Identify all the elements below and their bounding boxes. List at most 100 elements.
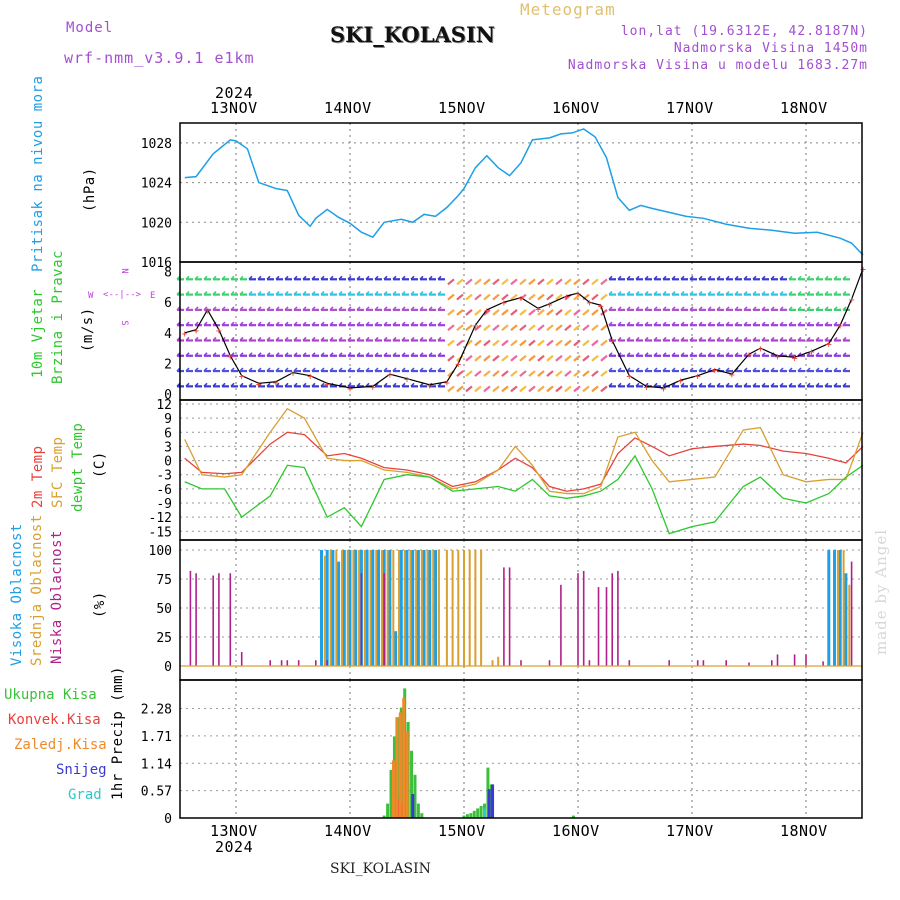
top-date-label: 15NOV	[438, 99, 486, 117]
wind-arrow-head	[555, 341, 560, 347]
wind-gust-mark: +	[826, 340, 832, 351]
wind-arrow-head	[338, 291, 343, 296]
wind-gust-mark: +	[792, 353, 798, 364]
wind-arrow-head	[546, 296, 551, 301]
wind-arrow-head	[707, 306, 712, 311]
wind-arrow-head	[635, 367, 640, 372]
wind-arrow-head	[537, 280, 542, 285]
wind-arrow-head	[230, 275, 235, 280]
wind-arrow-head	[456, 311, 461, 316]
wind-arrow-head	[248, 367, 253, 372]
wind-arrow-head	[392, 275, 397, 280]
wind-arrow-head	[564, 387, 569, 392]
wind-arrow-head	[284, 275, 289, 280]
wind-arrow-head	[248, 291, 253, 296]
wind-arrow-head	[465, 387, 470, 392]
total-precip-bar	[413, 774, 417, 818]
wind-arrow-head	[374, 367, 379, 372]
wind-arrow-head	[428, 321, 433, 326]
wind-arrow-head	[365, 367, 370, 372]
wind-arrow-head	[311, 382, 316, 387]
wind-arrow-head	[770, 291, 775, 296]
temp-tick-label: 9	[164, 412, 172, 427]
wind-gust-mark: +	[347, 384, 353, 395]
wind-gust-mark: +	[860, 265, 866, 276]
wind-arrow-head	[410, 306, 415, 311]
wind-arrow-head	[752, 336, 757, 342]
wind-arrow-head	[185, 382, 190, 387]
wind-arrow-head	[185, 336, 190, 342]
wind-gust-mark: +	[216, 326, 222, 337]
wind-arrow-head	[338, 367, 343, 372]
wind-arrow-head	[635, 352, 640, 357]
wind-arrow-head	[635, 291, 640, 296]
wind-arrow-head	[230, 321, 235, 326]
wind-arrow-head	[653, 352, 658, 357]
wind-arrow-head	[257, 321, 262, 326]
bottom-date-label: 17NOV	[666, 822, 714, 840]
snow-bar	[411, 794, 415, 818]
wind-arrow-head	[815, 367, 820, 372]
wind-arrow-head	[474, 280, 479, 285]
wind-arrow-head	[770, 321, 775, 326]
wind-arrow-head	[797, 321, 802, 326]
wind-arrow-head	[797, 291, 802, 296]
wind-arrow-head	[689, 306, 694, 311]
wind-arrow-head	[203, 352, 208, 357]
wind-arrow-head	[591, 372, 596, 377]
wind-arrow-head	[185, 367, 190, 372]
wind-arrow-head	[600, 372, 605, 377]
wind-arrow-head	[347, 291, 352, 296]
wind-arrow-head	[437, 367, 442, 372]
temp-tick-label: 12	[156, 398, 172, 413]
wind-gust-mark: +	[564, 292, 570, 303]
wind-arrow-head	[779, 382, 784, 387]
wind-arrow-head	[185, 306, 190, 311]
wind-arrow-head	[266, 321, 271, 326]
wind-arrow-head	[537, 357, 542, 362]
wind-arrow-head	[212, 306, 217, 311]
wind-arrow-head	[608, 352, 613, 357]
wind-arrow-head	[347, 382, 352, 387]
wind-arrow-head	[752, 275, 757, 280]
wind-arrow-head	[537, 372, 542, 377]
wind-gust-mark: +	[273, 378, 279, 389]
wind-arrow-head	[644, 321, 649, 326]
wind-arrow-head	[465, 296, 470, 301]
wind-arrow-head	[555, 296, 560, 301]
wind-arrow-head	[401, 382, 406, 387]
wind-arrow-head	[275, 291, 280, 296]
wind-gust-mark: +	[307, 372, 313, 383]
wind-arrow-head	[815, 275, 820, 280]
cloud-panel-border	[179, 539, 863, 681]
wind-arrow-head	[293, 275, 298, 280]
wind-arrow-head	[573, 372, 578, 377]
wind-arrow-head	[194, 321, 199, 326]
wind-arrow-head	[374, 306, 379, 311]
wind-arrow-head	[437, 352, 442, 357]
wind-arrow-head	[194, 306, 199, 311]
wind-arrow-head	[582, 357, 587, 362]
wind-arrow-head	[392, 306, 397, 311]
wind-arrow-head	[519, 357, 524, 362]
wind-arrow-head	[555, 372, 560, 377]
wind-arrow-head	[428, 352, 433, 357]
wind-arrow-head	[591, 280, 596, 285]
wind-arrow-head	[725, 306, 730, 311]
wind-arrow-head	[419, 275, 424, 280]
wind-gust-mark: +	[546, 300, 552, 311]
top-date-label: 16NOV	[552, 99, 600, 117]
bottom-date-label: 13NOV	[210, 822, 258, 840]
wind-arrow-head	[329, 275, 334, 280]
wind-arrow-head	[770, 336, 775, 342]
wind-arrow-head	[662, 352, 667, 357]
wind-arrow-head	[447, 311, 452, 316]
bottom-date-label: 15NOV	[438, 822, 486, 840]
wind-arrow-head	[257, 291, 262, 296]
pressure-line	[184, 128, 864, 256]
wind-arrow-head	[698, 306, 703, 311]
wind-arrow-head	[600, 296, 605, 301]
wind-arrow-head	[761, 291, 766, 296]
wind-arrow-head	[284, 352, 289, 357]
wind-arrow-head	[608, 382, 613, 387]
